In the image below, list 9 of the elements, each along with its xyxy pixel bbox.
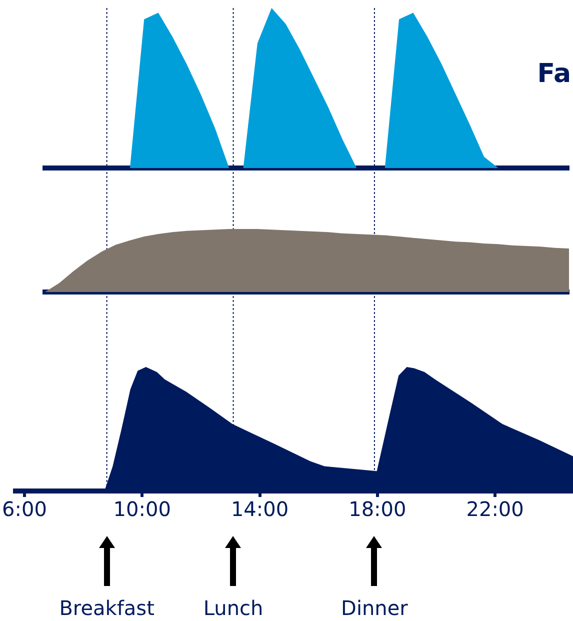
ref-line-label: Lunch (203, 596, 264, 620)
ref-line-label: Breakfast (59, 596, 155, 620)
x-tick-label: 6:00 (2, 497, 47, 522)
x-tick-label: 22:00 (466, 497, 524, 522)
x-tick-label: 10:00 (113, 497, 171, 522)
ref-line-label: Dinner (341, 596, 409, 620)
annotation: Fa (537, 58, 571, 89)
x-tick-label: 14:00 (230, 497, 289, 522)
x-tick-label: 18:00 (348, 497, 406, 522)
